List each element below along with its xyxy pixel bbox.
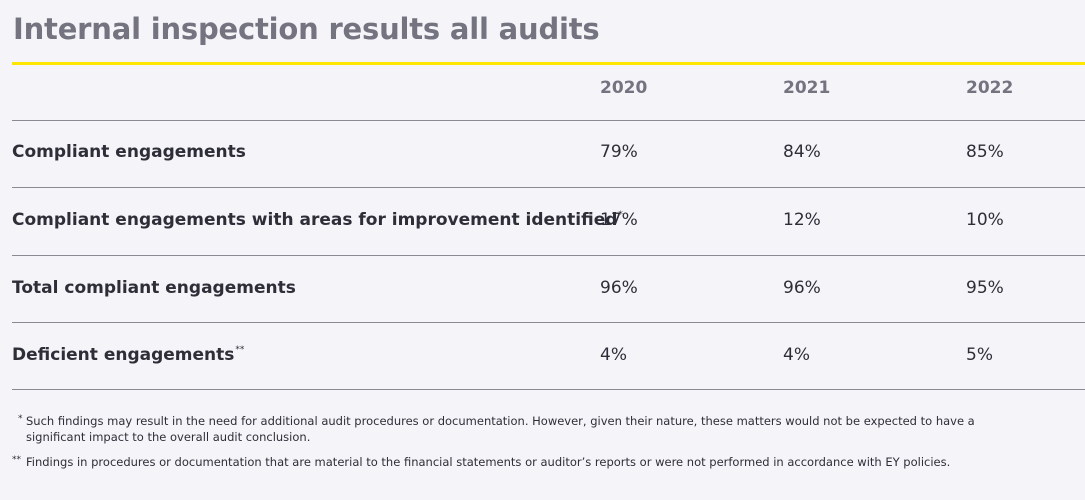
table-cell: 4% <box>783 345 810 365</box>
table-row-compliant: Compliant engagements 79% 84% 85% <box>0 142 1085 172</box>
table-cell: 95% <box>966 278 1004 298</box>
table-divider <box>12 120 1085 121</box>
table-divider <box>12 389 1085 390</box>
footnote-text: Such findings may result in the need for… <box>26 414 975 444</box>
table-row-total: Total compliant engagements 96% 96% 95% <box>0 278 1085 308</box>
column-header-year-3: 2022 <box>966 78 1014 98</box>
table-cell: 84% <box>783 142 821 162</box>
table-cell: 96% <box>783 278 821 298</box>
table-row-deficient: Deficient engagements** 4% 4% 5% <box>0 345 1085 375</box>
table-divider <box>12 187 1085 188</box>
table-row-improvement: Compliant engagements with areas for imp… <box>0 210 1085 240</box>
table-cell: 85% <box>966 142 1004 162</box>
column-header-year-2: 2021 <box>783 78 831 98</box>
footnote-1: * Such findings may result in the need f… <box>18 413 1016 445</box>
row-label: Deficient engagements** <box>12 345 245 365</box>
footnote-marker: * <box>18 414 23 424</box>
table-divider <box>12 255 1085 256</box>
row-label: Total compliant engagements <box>12 278 296 298</box>
title-accent-divider <box>12 62 1085 65</box>
table-cell: 4% <box>600 345 627 365</box>
column-header-year-1: 2020 <box>600 78 648 98</box>
table-cell: 17% <box>600 210 638 230</box>
table-cell: 10% <box>966 210 1004 230</box>
row-label: Compliant engagements <box>12 142 246 162</box>
page-title: Internal inspection results all audits <box>13 12 600 46</box>
footnote-text: Findings in procedures or documentation … <box>26 455 951 469</box>
table-divider <box>12 322 1085 323</box>
table-cell: 5% <box>966 345 993 365</box>
table-cell: 96% <box>600 278 638 298</box>
table-cell: 79% <box>600 142 638 162</box>
row-label: Compliant engagements with areas for imp… <box>12 210 623 230</box>
table-cell: 12% <box>783 210 821 230</box>
footnote-marker: ** <box>12 455 21 465</box>
footnote-marker: * <box>618 210 623 220</box>
footnote-2: ** Findings in procedures or documentati… <box>12 454 1026 470</box>
footnote-marker: ** <box>235 345 245 355</box>
table-header-row: 2020 2021 2022 <box>0 78 1085 102</box>
